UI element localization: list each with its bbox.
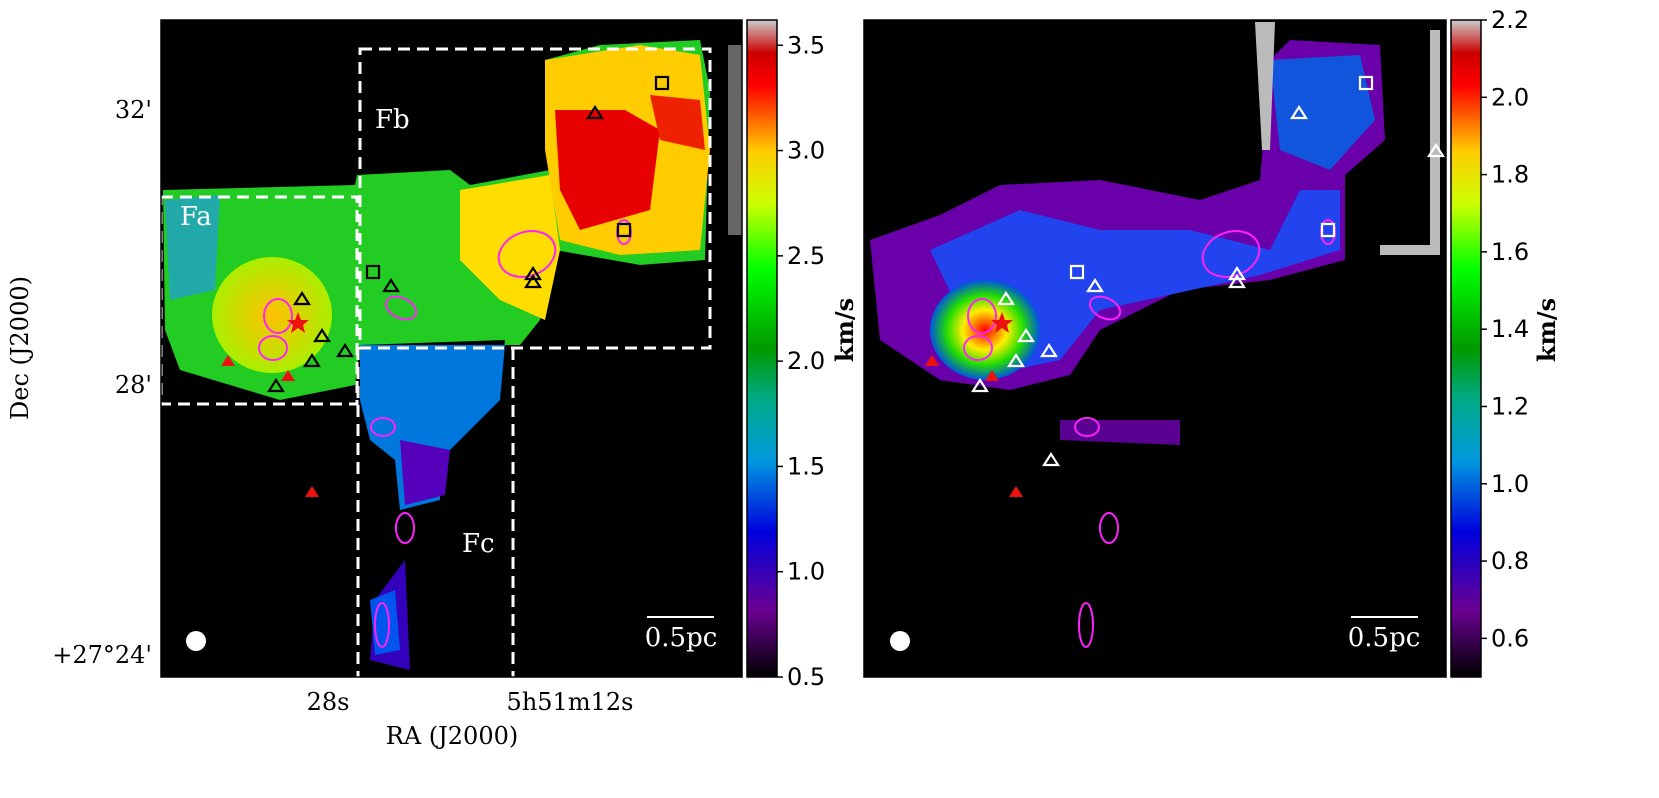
x-tick-label: 28s (307, 688, 350, 716)
colorbar (747, 20, 777, 677)
page: {"chart_data": [ {"type": "map", "xlabel… (0, 0, 1659, 798)
colorbar-tick-label: 2.0 (787, 347, 825, 375)
y-axis-label: Dec (J2000) (6, 276, 34, 420)
figure: 0.5 1.0 1.5 2.0 2.5 3.0 3.5 km/s 0.5pc Fa Fb Fc RA (… (0, 0, 1659, 794)
colorbar-tick-label: 1.8 (1491, 161, 1529, 189)
colorbar-tick-label: 0.5 (787, 663, 825, 691)
region-label: Fa (180, 202, 212, 232)
region-label: Fb (375, 105, 410, 135)
colorbar-tick-label: 2.2 (1491, 6, 1529, 34)
x-tick-label: 5h51m12s (507, 688, 634, 716)
colorbar-label: km/s (830, 298, 859, 362)
y-tick-label: 28' (115, 371, 152, 399)
colorbar-tick-label: 3.5 (787, 31, 825, 59)
colorbar-tick-label: 1.6 (1491, 238, 1529, 266)
x-axis-label: RA (J2000) (386, 722, 518, 750)
scalebar-label: 0.5pc (645, 623, 718, 653)
scalebar-label: 0.5pc (1348, 623, 1421, 653)
colorbar-tick-label: 1.2 (1491, 392, 1529, 420)
y-tick-label: 32' (115, 96, 152, 124)
y-tick-label: +27°24' (52, 641, 152, 669)
colorbar-label: km/s (1532, 298, 1561, 362)
colorbar-tick-label: 2.0 (1491, 83, 1529, 111)
region-label: Fc (462, 529, 495, 559)
right-map (864, 20, 1446, 677)
colorbar-tick-label: 1.4 (1491, 315, 1529, 343)
colorbar-tick-label: 0.8 (1491, 547, 1529, 575)
colorbar-tick-label: 2.5 (787, 242, 825, 270)
colorbar-tick-label: 1.0 (787, 558, 825, 586)
colorbar-tick-label: 0.6 (1491, 624, 1529, 652)
colorbar-tick-label: 1.0 (1491, 470, 1529, 498)
left-map (161, 20, 742, 677)
colorbar-tick-label: 3.0 (787, 137, 825, 165)
colorbar (1451, 20, 1481, 677)
colorbar-tick-label: 1.5 (787, 452, 825, 480)
